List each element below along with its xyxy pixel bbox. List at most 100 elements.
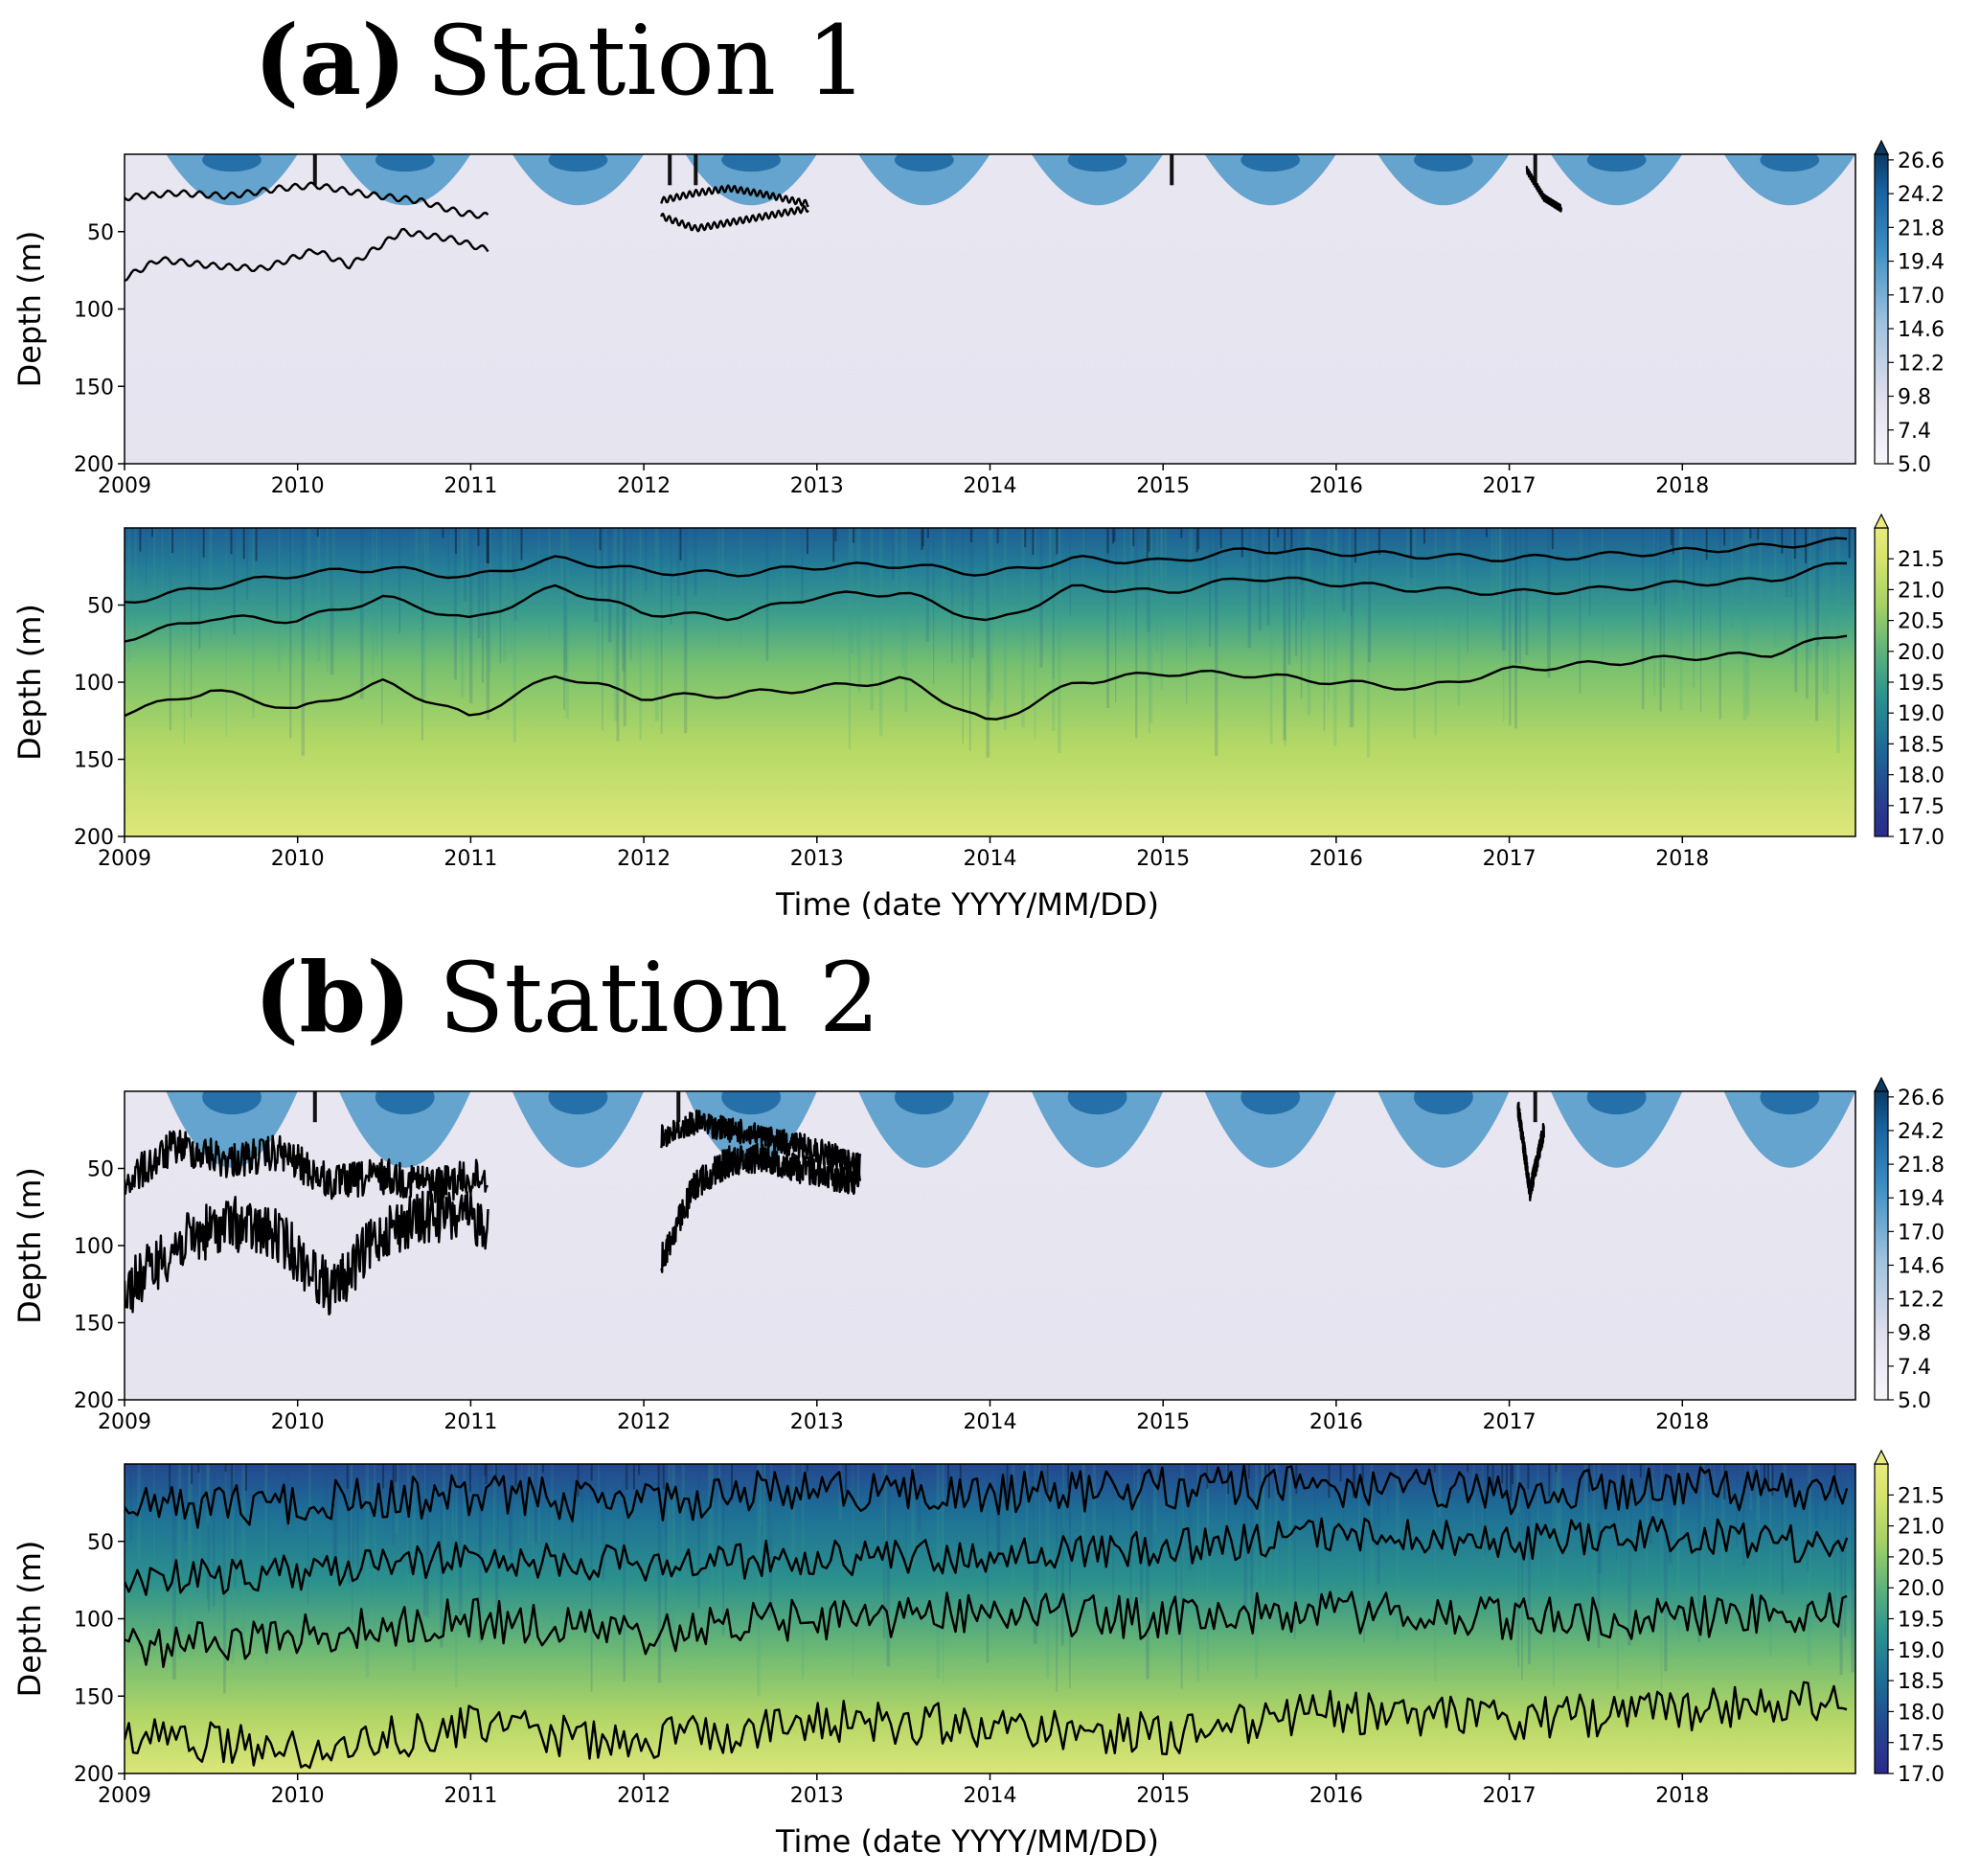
field-streak — [942, 528, 946, 613]
surface-streak — [382, 1464, 385, 1489]
surface-streak — [1284, 528, 1286, 551]
field-streak — [1484, 1464, 1486, 1555]
field-streak — [1676, 1464, 1680, 1628]
x-tick-label: 2017 — [1483, 474, 1536, 498]
field-streak — [900, 528, 904, 669]
y-tick-label: 150 — [74, 749, 114, 773]
y-tick-label: 50 — [87, 595, 114, 619]
field-streak — [513, 528, 517, 621]
y-tick-label: 50 — [87, 221, 114, 245]
field-streak — [987, 528, 990, 693]
field-streak — [1514, 528, 1517, 729]
field-streak — [188, 1464, 191, 1610]
field-streak — [1175, 1464, 1177, 1603]
field-streak — [1307, 528, 1311, 716]
field-streak — [757, 1464, 761, 1696]
y-tick-label: 100 — [74, 1609, 114, 1633]
field-streak — [721, 528, 724, 576]
field-streak — [1255, 1464, 1259, 1679]
colorbar-tick-label: 19.0 — [1898, 702, 1945, 726]
x-tick-label: 2013 — [790, 847, 844, 871]
field-streak — [1269, 528, 1273, 744]
field-streak — [1069, 1464, 1071, 1689]
field-streak — [878, 528, 883, 737]
surface-streak — [1377, 528, 1380, 555]
field-streak — [512, 528, 517, 743]
field-streak — [654, 528, 659, 721]
field-streak — [352, 1464, 353, 1624]
surface-streak — [1354, 1464, 1356, 1495]
field-streak — [1556, 1464, 1559, 1628]
colorbar-tick-label: 19.4 — [1898, 251, 1945, 275]
field-streak — [478, 1464, 482, 1644]
field-streak — [455, 1464, 458, 1688]
field-streak — [620, 528, 623, 627]
field-streak — [267, 1464, 269, 1579]
surface-streak — [514, 1464, 517, 1487]
y-axis-label: Depth (m) — [11, 231, 48, 388]
surface-streak — [1723, 528, 1726, 546]
contour-line — [125, 227, 489, 283]
contour-line — [125, 1130, 489, 1203]
field-streak — [1052, 528, 1055, 679]
surface-streak — [1197, 528, 1200, 550]
x-tick-label: 2014 — [964, 1410, 1017, 1434]
field-streak — [660, 528, 663, 734]
surface-streak — [1781, 528, 1784, 554]
x-tick-label: 2012 — [617, 847, 671, 871]
field-streak — [1445, 528, 1448, 629]
contour-line — [125, 1590, 1848, 1669]
colorbar-tick-label: 19.4 — [1898, 1187, 1945, 1211]
contour-line — [1516, 1101, 1545, 1201]
surface-streak — [1146, 528, 1149, 562]
surface-streak — [1352, 1464, 1354, 1499]
field-streak — [1789, 528, 1793, 598]
surface-streak — [1277, 528, 1280, 538]
field-streak — [198, 1464, 201, 1590]
field-streak — [375, 528, 378, 655]
x-tick-label: 2016 — [1309, 847, 1363, 871]
field-streak — [1148, 528, 1150, 734]
field-streak — [134, 528, 137, 645]
surface-streak — [577, 1464, 580, 1497]
field-streak — [1133, 1464, 1135, 1613]
warm-surface-core — [1240, 154, 1301, 172]
field-streak — [1027, 1464, 1031, 1565]
field-streak — [881, 1464, 884, 1536]
x-tick-label: 2013 — [790, 474, 844, 498]
field-streak — [1783, 1464, 1787, 1580]
field-streak — [616, 528, 620, 742]
colorbar-tick-label: 5.0 — [1898, 453, 1931, 477]
field-streak — [392, 1464, 395, 1545]
field-streak — [510, 528, 512, 654]
field-streak — [481, 528, 484, 683]
x-tick-label: 2011 — [444, 847, 497, 871]
surface-streak — [926, 528, 929, 538]
field-streak — [1627, 1464, 1631, 1646]
field-streak — [422, 528, 424, 630]
colorbar-tick-label: 7.4 — [1898, 420, 1931, 444]
x-tick-label: 2014 — [964, 847, 1017, 871]
field-streak — [1363, 1464, 1365, 1642]
field-streak — [565, 528, 569, 720]
surface-streak — [679, 528, 682, 561]
field-streak — [1025, 1464, 1030, 1565]
field-streak — [241, 1464, 246, 1660]
field-streak — [941, 1464, 944, 1614]
field-streak — [1627, 1464, 1630, 1586]
field-streak — [534, 1464, 537, 1543]
field-streak — [917, 1464, 922, 1532]
field-streak — [398, 528, 401, 633]
field-streak — [246, 528, 249, 600]
field-streak — [1434, 528, 1437, 736]
field-streak — [622, 528, 626, 672]
colorbar-tick-label: 21.5 — [1898, 1484, 1945, 1508]
field-streak — [1438, 1464, 1442, 1518]
field-streak — [623, 528, 626, 727]
surface-streak — [1295, 1464, 1298, 1495]
field-streak — [1524, 1464, 1528, 1542]
field-streak — [1710, 1464, 1712, 1519]
field-streak — [209, 528, 213, 638]
field-streak — [664, 1464, 668, 1624]
y-axis-label: Depth (m) — [11, 604, 48, 761]
